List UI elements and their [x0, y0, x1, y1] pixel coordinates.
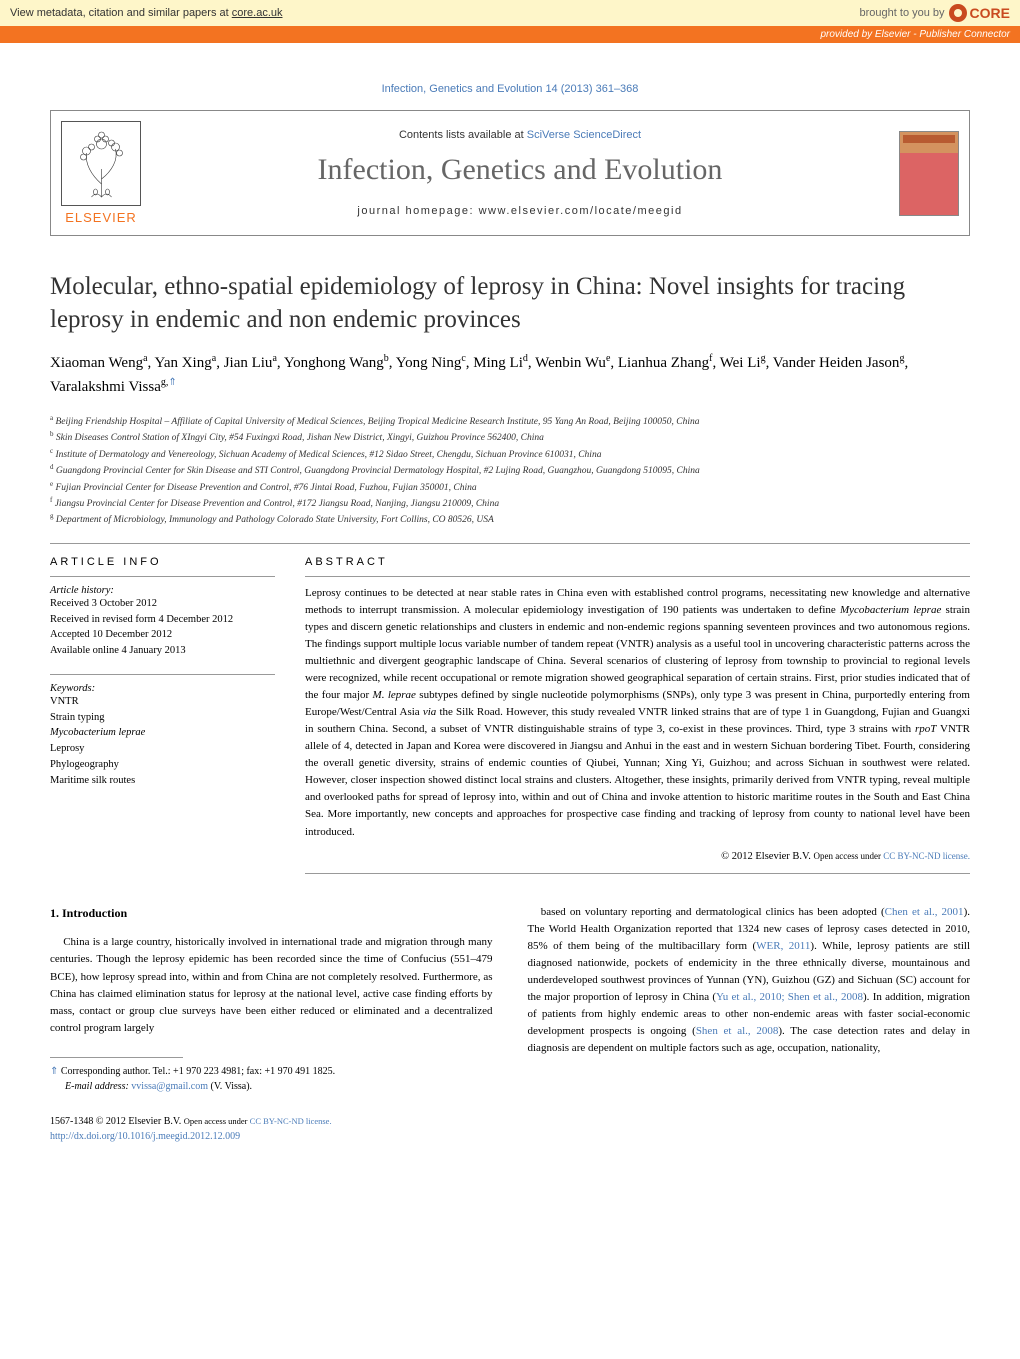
- author-1: Xiaoman Weng: [50, 355, 143, 371]
- article-title: Molecular, ethno-spatial epidemiology of…: [50, 271, 970, 336]
- journal-title-box: Contents lists available at SciVerse Sci…: [151, 111, 889, 235]
- affil-c: Institute of Dermatology and Venereology…: [55, 450, 601, 460]
- affil-a: Beijing Friendship Hospital – Affiliate …: [55, 417, 699, 427]
- author-4: Yonghong Wang: [284, 355, 384, 371]
- core-banner-left: View metadata, citation and similar pape…: [10, 7, 283, 19]
- kw-6: Maritime silk routes: [50, 773, 275, 789]
- journal-cover-image: [899, 131, 959, 216]
- intro-col1: China is a large country, historically i…: [50, 934, 493, 1036]
- history-4: Available online 4 January 2013: [50, 643, 275, 659]
- core-logo[interactable]: CORE: [949, 4, 1010, 22]
- copyright-line: © 2012 Elsevier B.V. Open access under C…: [305, 849, 970, 873]
- affil-e: Fujian Provincial Center for Disease Pre…: [55, 483, 476, 493]
- affiliations-block: a Beijing Friendship Hospital – Affiliat…: [50, 413, 970, 528]
- two-column-body: 1. Introduction China is a large country…: [50, 904, 970, 1144]
- tree-icon: [69, 129, 134, 199]
- affil-g: Department of Microbiology, Immunology a…: [56, 516, 494, 526]
- core-right-prefix: brought to you by: [860, 7, 945, 19]
- elsevier-brand-text: ELSEVIER: [65, 210, 137, 225]
- footnote-block: ⇑ Corresponding author. Tel.: +1 970 223…: [50, 1064, 493, 1094]
- column-right: based on voluntary reporting and dermato…: [528, 904, 971, 1144]
- contents-line: Contents lists available at SciVerse Sci…: [166, 129, 874, 141]
- journal-ref-link[interactable]: Infection, Genetics and Evolution 14 (20…: [382, 83, 639, 95]
- keywords-block: Keywords: VNTR Strain typing Mycobacteri…: [50, 674, 275, 789]
- core-link[interactable]: core.ac.uk: [232, 7, 283, 19]
- history-2: Received in revised form 4 December 2012: [50, 612, 275, 628]
- history-3: Accepted 10 December 2012: [50, 627, 275, 643]
- kw-5: Phylogeography: [50, 757, 275, 773]
- email-link[interactable]: vvissa@gmail.com: [131, 1081, 208, 1092]
- author-3: Jian Liu: [224, 355, 273, 371]
- kw-2: Strain typing: [50, 710, 275, 726]
- author-6: Ming Li: [473, 355, 523, 371]
- divider: [50, 543, 970, 544]
- article-info-box: ARTICLE INFO Article history: Received 3…: [50, 556, 275, 874]
- author-7: Wenbin Wu: [535, 355, 606, 371]
- intro-col2: based on voluntary reporting and dermato…: [528, 904, 971, 1057]
- journal-name: Infection, Genetics and Evolution: [166, 153, 874, 187]
- history-1: Received 3 October 2012: [50, 596, 275, 612]
- authors-list: Xiaoman Wenga, Yan Xinga, Jian Liua, Yon…: [50, 351, 970, 398]
- history-label: Article history:: [50, 585, 275, 596]
- journal-header: ELSEVIER Contents lists available at Sci…: [50, 110, 970, 236]
- kw-1: VNTR: [50, 694, 275, 710]
- author-2: Yan Xing: [154, 355, 211, 371]
- abstract-box: ABSTRACT Leprosy continues to be detecte…: [305, 556, 970, 874]
- elsevier-logo-box: ELSEVIER: [51, 111, 151, 235]
- core-left-prefix: View metadata, citation and similar pape…: [10, 7, 232, 19]
- abstract-text: Leprosy continues to be detected at near…: [305, 576, 970, 874]
- affil-d: Guangdong Provincial Center for Skin Dis…: [56, 466, 700, 476]
- contents-prefix: Contents lists available at: [399, 129, 527, 141]
- divider: [305, 873, 970, 874]
- article-info-header: ARTICLE INFO: [50, 556, 275, 568]
- homepage-line: journal homepage: www.elsevier.com/locat…: [166, 205, 874, 217]
- license-link[interactable]: CC BY-NC-ND license.: [883, 851, 970, 861]
- bottom-license-link[interactable]: CC BY-NC-ND license.: [250, 1116, 332, 1126]
- author-11: Varalakshmi Vissa: [50, 379, 161, 395]
- elsevier-tree-logo: [61, 121, 141, 206]
- core-banner-right: brought to you by CORE: [860, 4, 1010, 22]
- history-block: Article history: Received 3 October 2012…: [50, 576, 275, 659]
- ref-wer[interactable]: WER, 2011: [756, 940, 810, 952]
- journal-cover-box: [889, 111, 969, 235]
- core-logo-text: CORE: [970, 5, 1010, 21]
- core-icon: [949, 4, 967, 22]
- author-5: Yong Ning: [396, 355, 462, 371]
- ref-yu-shen[interactable]: Yu et al., 2010; Shen et al., 2008: [716, 991, 863, 1003]
- intro-heading: 1. Introduction: [50, 904, 493, 923]
- abstract-header: ABSTRACT: [305, 556, 970, 568]
- keywords-label: Keywords:: [50, 683, 275, 694]
- ref-chen[interactable]: Chen et al., 2001: [885, 906, 964, 918]
- affil-f: Jiangsu Provincial Center for Disease Pr…: [55, 499, 499, 509]
- author-8: Lianhua Zhang: [618, 355, 709, 371]
- core-banner: View metadata, citation and similar pape…: [0, 0, 1020, 26]
- ref-shen2[interactable]: Shen et al., 2008: [696, 1025, 779, 1037]
- kw-3: Mycobacterium leprae: [50, 725, 275, 741]
- corresponding-marker[interactable]: ⇑: [168, 377, 176, 388]
- provider-text: provided by Elsevier - Publisher Connect…: [820, 29, 1010, 40]
- affil-b: Skin Diseases Control Station of XIngyi …: [56, 434, 544, 444]
- journal-reference: Infection, Genetics and Evolution 14 (20…: [50, 83, 970, 95]
- doi-link[interactable]: http://dx.doi.org/10.1016/j.meegid.2012.…: [50, 1131, 240, 1142]
- footnote-separator: [50, 1057, 183, 1058]
- info-abstract-row: ARTICLE INFO Article history: Received 3…: [50, 556, 970, 874]
- elsevier-provider-banner: provided by Elsevier - Publisher Connect…: [0, 26, 1020, 43]
- author-10: Vander Heiden Jason: [773, 355, 900, 371]
- page-content: Infection, Genetics and Evolution 14 (20…: [0, 43, 1020, 1164]
- bottom-meta: 1567-1348 © 2012 Elsevier B.V. Open acce…: [50, 1114, 493, 1144]
- sciencedirect-link[interactable]: SciVerse ScienceDirect: [527, 129, 641, 141]
- author-9: Wei Li: [720, 355, 761, 371]
- column-left: 1. Introduction China is a large country…: [50, 904, 493, 1144]
- kw-4: Leprosy: [50, 741, 275, 757]
